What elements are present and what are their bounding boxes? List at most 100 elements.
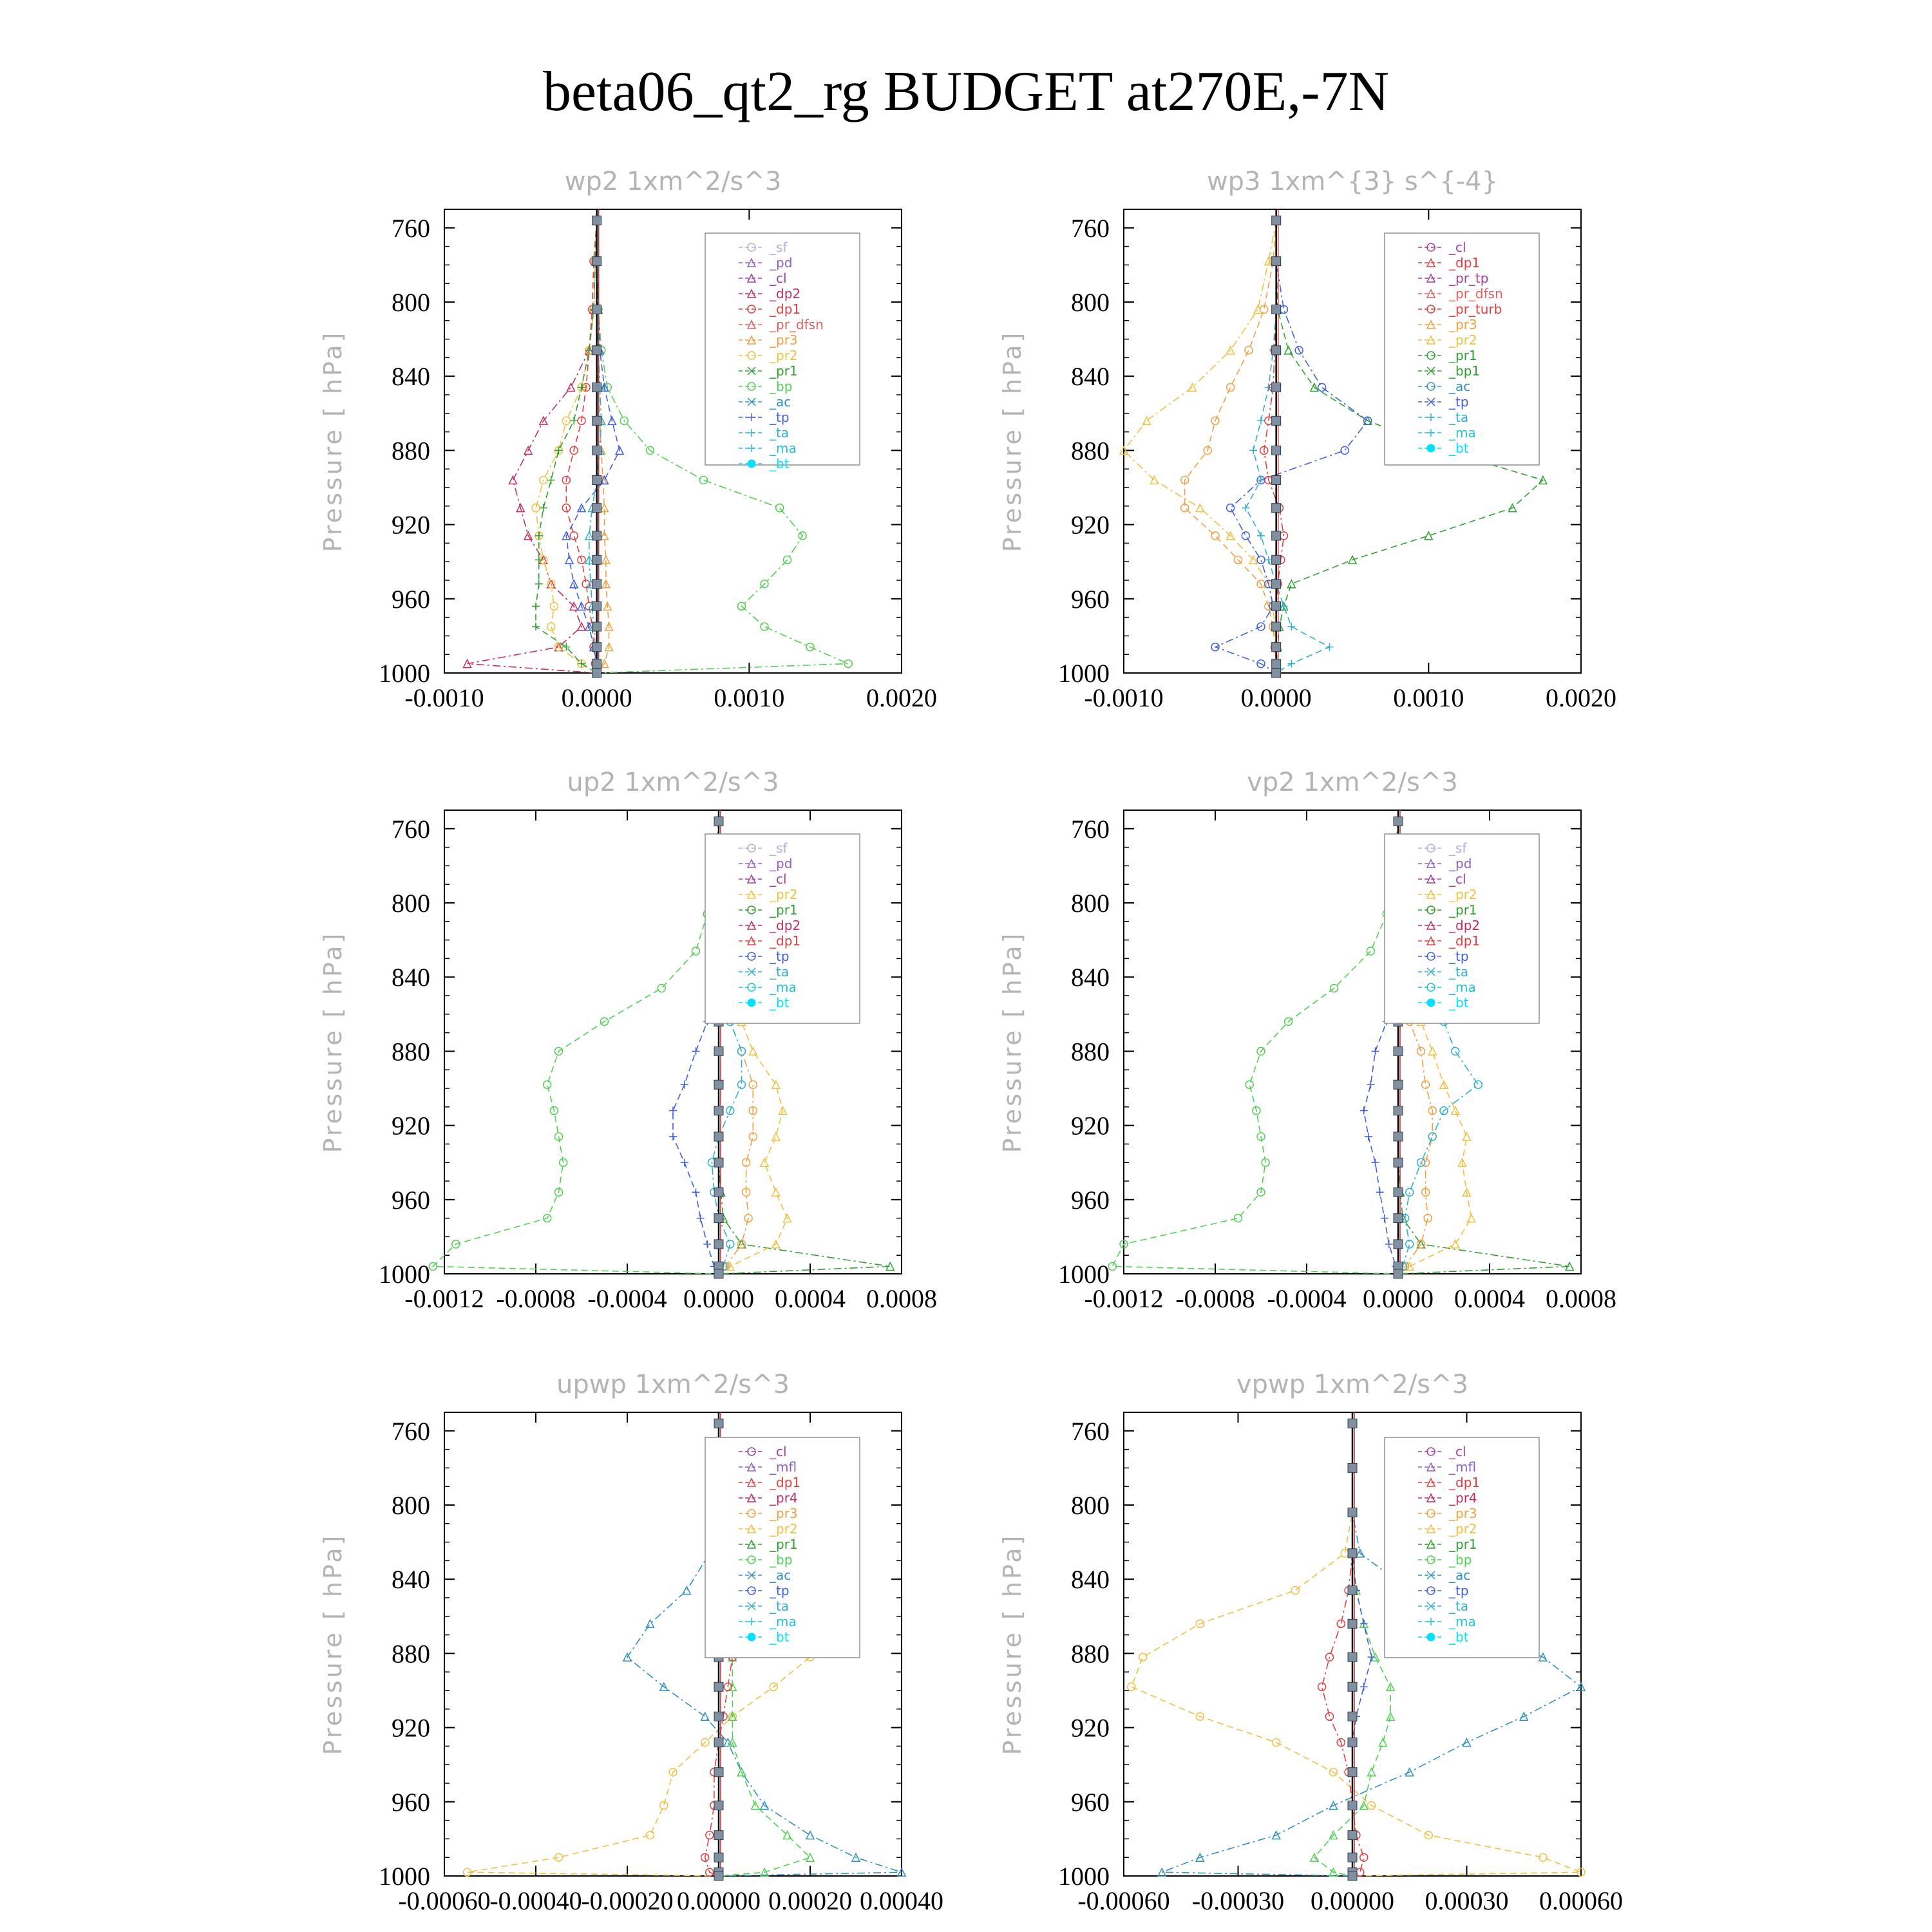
data-point bbox=[600, 1017, 609, 1027]
data-point bbox=[1226, 531, 1235, 540]
zero-marker bbox=[714, 1871, 724, 1881]
data-point bbox=[1108, 1262, 1117, 1271]
chart-panel: wp2 1xm^2/s^3 Pressure [ hPa] 760 800 840 880… bbox=[319, 167, 937, 712]
legend-label: _ac bbox=[769, 394, 791, 410]
x-tick-label: -0.0010 bbox=[404, 683, 484, 712]
zero-marker bbox=[1347, 1418, 1358, 1428]
data-point bbox=[1519, 1711, 1529, 1721]
legend-label: _pr1 bbox=[769, 363, 798, 379]
data-point bbox=[1405, 1188, 1414, 1197]
data-point bbox=[562, 531, 571, 540]
legend-label: _tp bbox=[769, 949, 790, 964]
data-point bbox=[1347, 554, 1358, 565]
legend-label: _ma bbox=[1448, 425, 1476, 440]
legend-label: _ta bbox=[1448, 410, 1468, 425]
zero-marker bbox=[1271, 475, 1282, 485]
legend-marker bbox=[746, 1493, 757, 1502]
legend-marker bbox=[746, 335, 757, 345]
zero-marker bbox=[714, 1418, 724, 1428]
data-point bbox=[691, 947, 701, 956]
data-point bbox=[1283, 345, 1293, 355]
x-tick-label: 0.00020 bbox=[768, 1886, 852, 1915]
series bbox=[531, 216, 601, 677]
data-point bbox=[705, 1830, 714, 1840]
data-point bbox=[622, 1652, 632, 1662]
data-point bbox=[1249, 446, 1258, 455]
data-point bbox=[1359, 1683, 1368, 1691]
data-point bbox=[1364, 1132, 1372, 1141]
series-line bbox=[711, 821, 743, 1274]
y-tick-label: 960 bbox=[392, 1186, 430, 1215]
legend-box bbox=[1384, 1437, 1540, 1658]
data-point bbox=[523, 445, 533, 455]
zero-marker bbox=[1347, 1852, 1358, 1862]
data-point bbox=[1271, 1738, 1281, 1747]
data-point bbox=[1371, 1047, 1379, 1056]
zero-marker bbox=[592, 445, 602, 455]
series-line bbox=[1111, 821, 1399, 1274]
data-point bbox=[1119, 1240, 1128, 1249]
data-point bbox=[523, 531, 533, 540]
data-point bbox=[1180, 475, 1189, 485]
legend-label: _tp bbox=[1448, 394, 1469, 410]
legend-label: _pd bbox=[769, 255, 792, 270]
legend-label: _pd bbox=[769, 856, 792, 871]
data-point bbox=[1195, 1852, 1205, 1862]
data-point bbox=[1264, 556, 1273, 564]
data-point bbox=[1142, 415, 1151, 426]
legend-label: _bt bbox=[1448, 995, 1469, 1010]
zero-marker bbox=[714, 1046, 724, 1056]
zero-marker bbox=[592, 475, 602, 485]
data-point bbox=[1359, 1620, 1368, 1628]
data-point bbox=[1473, 1080, 1482, 1089]
legend-label: _bp bbox=[769, 1552, 792, 1567]
y-tick-label: 960 bbox=[392, 585, 430, 614]
series-line bbox=[1184, 220, 1277, 673]
data-point bbox=[1195, 1619, 1205, 1629]
data-point bbox=[1576, 1681, 1586, 1691]
series-line bbox=[1275, 220, 1544, 673]
zero-marker bbox=[1271, 256, 1282, 267]
legend-label: _ta bbox=[1448, 1598, 1468, 1614]
zero-marker bbox=[1347, 1652, 1358, 1662]
legend-marker bbox=[746, 889, 757, 899]
data-point bbox=[741, 1158, 751, 1167]
data-point bbox=[1253, 304, 1263, 314]
data-point bbox=[748, 1132, 757, 1141]
data-point bbox=[1428, 1132, 1437, 1141]
x-tick-label: 0.0000 bbox=[683, 1284, 754, 1313]
data-point bbox=[737, 1240, 746, 1249]
data-point bbox=[600, 531, 609, 540]
x-tick-label: 0.0010 bbox=[1393, 683, 1464, 712]
y-axis-label: Pressure [ hPa] bbox=[319, 330, 347, 553]
legend-label: _mfl bbox=[769, 1459, 797, 1475]
data-point bbox=[725, 1261, 735, 1271]
legend-label: _sf bbox=[1448, 840, 1467, 856]
legend-label: _pr2 bbox=[769, 348, 798, 363]
data-point bbox=[798, 531, 807, 540]
legend-label: _sf bbox=[769, 840, 788, 856]
x-tick-label: 0.0000 bbox=[1363, 1284, 1434, 1313]
data-point bbox=[1439, 1106, 1448, 1115]
data-point bbox=[578, 383, 585, 392]
data-point bbox=[1508, 503, 1517, 513]
zero-marker bbox=[1271, 621, 1282, 632]
zero-marker bbox=[714, 1239, 724, 1249]
data-point bbox=[737, 1767, 746, 1777]
y-tick-label: 800 bbox=[392, 889, 430, 918]
legend-marker bbox=[746, 258, 757, 267]
zero-marker bbox=[1393, 1239, 1403, 1249]
zero-marker bbox=[714, 1681, 724, 1692]
data-point bbox=[1421, 1080, 1430, 1089]
series-line bbox=[626, 1423, 902, 1877]
zero-marker bbox=[1271, 531, 1282, 541]
chart-title: upwp 1xm^2/s^3 bbox=[556, 1370, 790, 1399]
zero-marker bbox=[592, 668, 602, 678]
x-tick-label: -0.00020 bbox=[581, 1886, 673, 1915]
data-point bbox=[1359, 1853, 1368, 1862]
legend-marker bbox=[747, 243, 756, 252]
y-tick-label: 1000 bbox=[379, 1260, 430, 1289]
data-point bbox=[1416, 1240, 1426, 1249]
legend-label: _pr2 bbox=[769, 887, 798, 902]
plot-frame bbox=[444, 810, 902, 1274]
